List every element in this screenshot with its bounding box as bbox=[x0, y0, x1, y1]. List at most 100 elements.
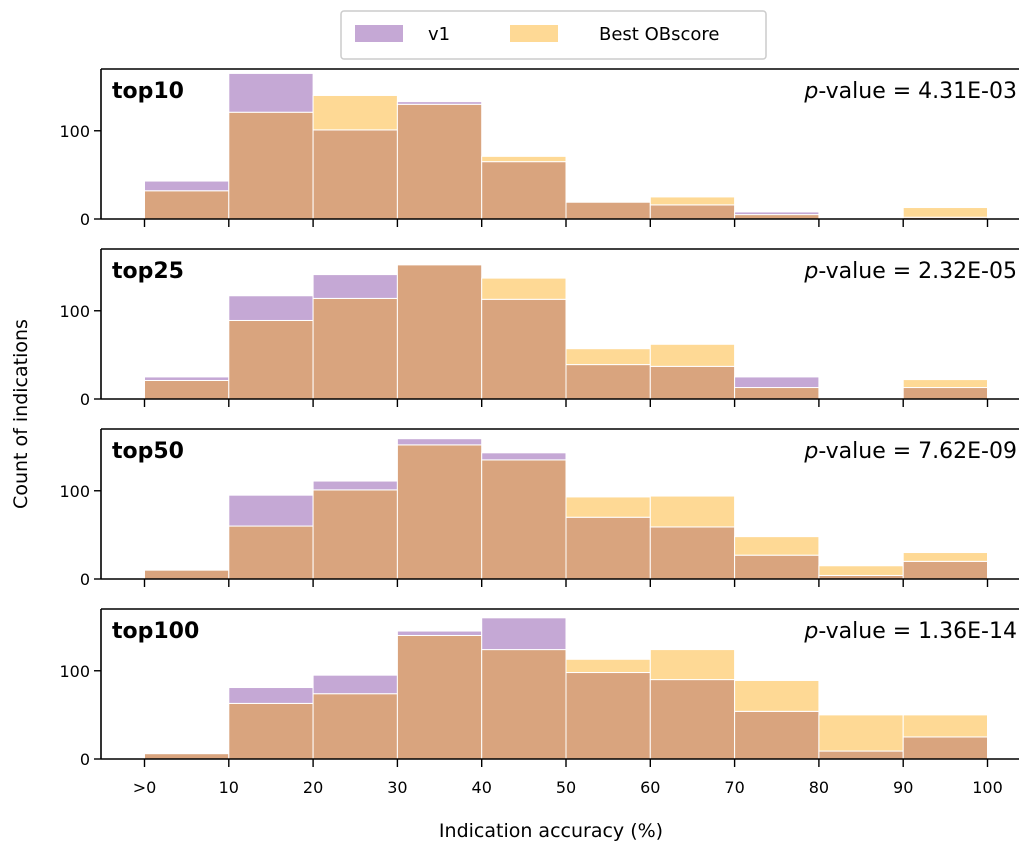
x-tick-label: 10 bbox=[219, 778, 239, 797]
bar-overlap-top25-bin-2 bbox=[312, 297, 398, 400]
x-tick-label: 80 bbox=[809, 778, 829, 797]
x-tick-label: 40 bbox=[472, 778, 492, 797]
bar-overlap-top50-bin-6 bbox=[649, 526, 736, 580]
panel-title: top10 bbox=[112, 79, 184, 104]
bar-v1-excess-top100-bin-3 bbox=[396, 630, 483, 636]
bar-best-excess-top10-bin-4 bbox=[481, 155, 567, 163]
x-axis-title: Indication accuracy (%) bbox=[439, 820, 663, 842]
p-value-italic-p: p bbox=[803, 439, 818, 464]
bar-overlap-top50-bin-4 bbox=[481, 459, 567, 580]
bar-overlap-top100-bin-9 bbox=[902, 736, 989, 760]
bar-v1-excess-top50-bin-3 bbox=[396, 438, 483, 446]
bar-v1-excess-top10-bin-3 bbox=[396, 101, 483, 105]
p-value-text: -value = 2.32E-05 bbox=[818, 259, 1017, 284]
bar-best-excess-top50-bin-9 bbox=[902, 552, 989, 562]
panel-top25: 0 100 top25 p-value = 2.32E-05 bbox=[59, 248, 1019, 409]
bar-overlap-top50-bin-2 bbox=[312, 489, 398, 580]
bar-v1-excess-top100-bin-1 bbox=[228, 687, 314, 704]
panel-top50: 0 100 top50 p-value = 7.62E-09 bbox=[59, 428, 1019, 589]
bar-overlap-top100-bin-6 bbox=[649, 679, 736, 760]
bar-overlap-top10-bin-0 bbox=[144, 190, 230, 220]
bar-v1-excess-top25-bin-2 bbox=[312, 274, 398, 299]
bar-v1-excess-top10-bin-0 bbox=[144, 180, 230, 192]
bar-overlap-top100-bin-8 bbox=[818, 750, 904, 760]
bar-best-excess-top50-bin-6 bbox=[649, 495, 736, 528]
bar-overlap-top10-bin-4 bbox=[481, 161, 567, 220]
bar-overlap-top10-bin-2 bbox=[312, 129, 398, 220]
bar-best-excess-top50-bin-8 bbox=[818, 565, 904, 576]
bar-best-excess-top100-bin-6 bbox=[649, 649, 736, 681]
p-value-text: -value = 7.62E-09 bbox=[818, 439, 1017, 464]
bar-v1-excess-top10-bin-1 bbox=[228, 72, 314, 113]
p-value-annotation: p-value = 1.36E-14 bbox=[803, 619, 1017, 644]
y-tick-label: 0 bbox=[80, 210, 90, 229]
x-tick-label: 60 bbox=[640, 778, 660, 797]
p-value-text: -value = 4.31E-03 bbox=[818, 79, 1017, 104]
bar-overlap-top25-bin-7 bbox=[734, 387, 820, 400]
y-axis-title: Count of indications bbox=[10, 319, 32, 509]
panel-title: top25 bbox=[112, 259, 184, 284]
bar-overlap-top100-bin-5 bbox=[565, 672, 651, 760]
bar-best-excess-top50-bin-5 bbox=[565, 496, 651, 518]
x-tick-label: 70 bbox=[724, 778, 744, 797]
bar-v1-excess-top100-bin-2 bbox=[312, 674, 398, 695]
bar-v1-excess-top100-bin-4 bbox=[481, 617, 567, 651]
y-tick-label: 100 bbox=[59, 482, 90, 501]
bar-overlap-top50-bin-0 bbox=[144, 569, 230, 580]
bar-best-excess-top100-bin-8 bbox=[818, 714, 904, 752]
x-tick-label: 100 bbox=[972, 778, 1003, 797]
bar-best-excess-top100-bin-7 bbox=[734, 679, 820, 712]
bar-overlap-top50-bin-5 bbox=[565, 516, 651, 580]
bar-overlap-top10-bin-6 bbox=[649, 204, 736, 220]
panel-top100: 0 100 top100 p-value = 1.36E-14 >0 10 20 30 40 50… bbox=[59, 608, 1019, 797]
x-tick-label: 30 bbox=[387, 778, 407, 797]
p-value-italic-p: p bbox=[803, 259, 818, 284]
bar-best-excess-top25-bin-6 bbox=[649, 343, 736, 367]
bar-overlap-top50-bin-3 bbox=[396, 444, 483, 580]
p-value-italic-p: p bbox=[803, 619, 818, 644]
bar-v1-excess-top25-bin-1 bbox=[228, 295, 314, 321]
bar-overlap-top25-bin-4 bbox=[481, 298, 567, 400]
bar-best-excess-top100-bin-5 bbox=[565, 658, 651, 674]
bar-v1-excess-top50-bin-2 bbox=[312, 480, 398, 491]
bar-overlap-top25-bin-5 bbox=[565, 364, 651, 400]
bar-best-excess-top25-bin-4 bbox=[481, 277, 567, 300]
y-tick-label: 100 bbox=[59, 662, 90, 681]
x-tick-label: 50 bbox=[556, 778, 576, 797]
bar-best-excess-top10-bin-9 bbox=[902, 207, 989, 218]
bar-best-excess-top25-bin-9 bbox=[902, 379, 989, 389]
bar-best-excess-top50-bin-7 bbox=[734, 536, 820, 556]
panel-title: top100 bbox=[112, 619, 199, 644]
legend-swatch-best-obscore bbox=[510, 25, 558, 42]
bar-best-excess-top10-bin-2 bbox=[312, 94, 398, 131]
bar-v1-excess-top10-bin-7 bbox=[734, 211, 820, 216]
bar-overlap-top50-bin-1 bbox=[228, 525, 314, 580]
p-value-italic-p: p bbox=[803, 79, 818, 104]
x-tick-label: 20 bbox=[303, 778, 323, 797]
bar-v1-excess-top25-bin-7 bbox=[734, 376, 820, 389]
bar-overlap-top100-bin-2 bbox=[312, 693, 398, 760]
bar-best-excess-top100-bin-9 bbox=[902, 714, 989, 738]
bar-overlap-top10-bin-1 bbox=[228, 111, 314, 220]
y-tick-label: 0 bbox=[80, 390, 90, 409]
bar-v1-excess-top25-bin-0 bbox=[144, 376, 230, 381]
bar-overlap-top25-bin-6 bbox=[649, 365, 736, 400]
bar-overlap-top25-bin-3 bbox=[396, 264, 483, 400]
y-tick-label: 0 bbox=[80, 750, 90, 769]
y-tick-label: 100 bbox=[59, 122, 90, 141]
bar-overlap-top25-bin-0 bbox=[144, 379, 230, 400]
legend-swatch-v1 bbox=[355, 25, 403, 42]
bar-best-excess-top10-bin-6 bbox=[649, 196, 736, 206]
panel-top10: 0 100 top10 p-value = 4.31E-03 bbox=[59, 68, 1019, 229]
bar-overlap-top100-bin-7 bbox=[734, 710, 820, 760]
p-value-text: -value = 1.36E-14 bbox=[818, 619, 1017, 644]
p-value-annotation: p-value = 4.31E-03 bbox=[803, 79, 1017, 104]
bar-best-excess-top25-bin-5 bbox=[565, 348, 651, 366]
panel-title: top50 bbox=[112, 439, 184, 464]
bar-overlap-top100-bin-3 bbox=[396, 634, 483, 760]
bar-overlap-top10-bin-3 bbox=[396, 103, 483, 220]
legend-label-best-obscore: Best OBscore bbox=[599, 24, 719, 45]
bar-overlap-top100-bin-1 bbox=[228, 702, 314, 760]
